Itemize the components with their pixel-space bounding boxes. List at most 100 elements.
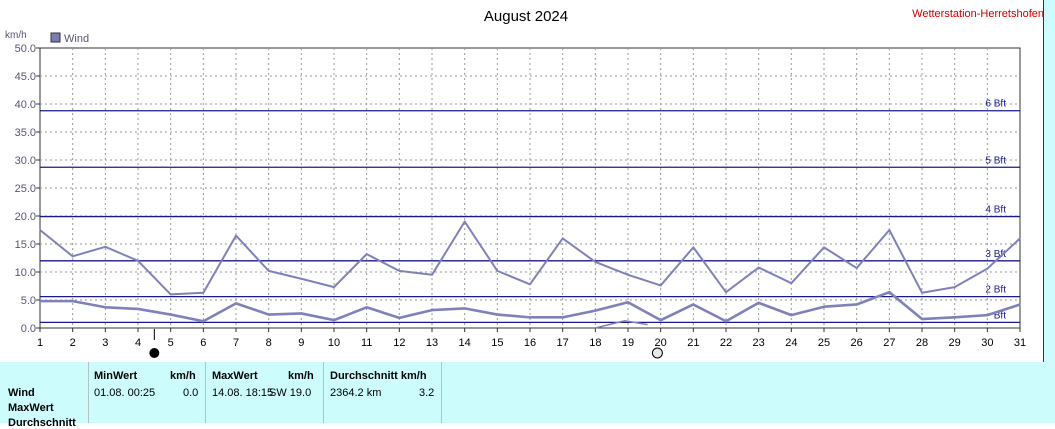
x-tick-label: 16 (524, 337, 536, 349)
bft-label: 6 Bft (985, 99, 1006, 110)
series-line (595, 319, 648, 329)
data-point (888, 291, 891, 293)
data-point (529, 316, 531, 319)
data-point (1019, 237, 1021, 240)
bft-label: Bft (994, 310, 1006, 321)
wind-chart: August 2024 Wetterstation-Herretshofen k… (5, 8, 1044, 359)
y-tick-label: 15.0 (15, 239, 36, 251)
y-tick-label: 50.0 (15, 43, 36, 55)
x-tick-label: 4 (135, 337, 141, 349)
x-tick-label: 26 (851, 337, 863, 349)
data-point (921, 318, 923, 320)
x-tick-label: 11 (361, 337, 372, 349)
stats-panel: Wind MaxWert Durchschnitt MinWert km/h 0… (0, 362, 1055, 429)
x-tick-label: 28 (916, 337, 928, 349)
min-value: 0.0 (183, 387, 199, 399)
data-point (463, 220, 466, 223)
max-unit: km/h (288, 370, 314, 382)
min-time: 01.08. 00:25 (94, 387, 156, 399)
data-point (790, 282, 793, 285)
stats-divider (88, 362, 89, 423)
data-point (1019, 303, 1021, 306)
data-point (659, 319, 662, 321)
avg-value: 3.2 (419, 387, 435, 399)
data-point (725, 291, 727, 293)
x-tick-label: 23 (753, 337, 765, 349)
data-point (398, 270, 401, 272)
y-axis-unit: km/h (5, 30, 27, 41)
stats-divider (205, 362, 206, 423)
data-point (888, 229, 891, 231)
data-point (561, 237, 564, 240)
min-header: MinWert (94, 370, 138, 382)
data-point (594, 261, 597, 263)
data-point (823, 305, 825, 308)
data-point (463, 307, 466, 310)
x-tick-label: 1 (37, 337, 43, 349)
legend-label: Wind (64, 33, 89, 45)
y-tick-label: 0.0 (21, 323, 36, 335)
max-header: MaxWert (212, 370, 258, 382)
data-point (137, 260, 139, 262)
x-tick-label: 3 (102, 337, 108, 349)
x-tick-label: 12 (393, 337, 405, 349)
x-tick-label: 5 (168, 337, 174, 349)
data-point (823, 246, 825, 249)
x-tick-label: 19 (622, 337, 634, 349)
full-moon-icon (651, 347, 663, 359)
data-point (986, 314, 989, 316)
x-tick-label: 9 (298, 337, 304, 349)
avg-distance: 2364.2 km (330, 387, 382, 399)
data-point (431, 274, 433, 276)
data-point (333, 286, 335, 288)
data-point (855, 303, 858, 306)
x-tick-label: 13 (426, 337, 438, 349)
bft-label: 5 Bft (985, 155, 1006, 166)
data-point (71, 300, 74, 302)
data-point (235, 234, 237, 237)
x-tick-label: 20 (655, 337, 667, 349)
data-point (921, 291, 923, 294)
x-tick-label: 17 (557, 337, 569, 349)
y-tick-label: 30.0 (15, 155, 36, 167)
data-point (202, 320, 205, 323)
data-point (300, 312, 303, 315)
data-point (725, 320, 727, 323)
x-tick-label: 31 (1014, 337, 1026, 349)
x-tick-label: 27 (883, 337, 895, 349)
x-tick-label: 10 (328, 337, 340, 349)
data-point (365, 306, 368, 309)
data-point (790, 314, 793, 316)
x-tick-label: 7 (233, 337, 239, 349)
y-tick-label: 20.0 (15, 211, 36, 223)
x-tick-label: 2 (70, 337, 76, 349)
x-tick-label: 30 (981, 337, 993, 349)
x-tick-label: 6 (200, 337, 206, 349)
data-point (39, 229, 41, 231)
x-tick-label: 18 (589, 337, 601, 349)
x-tick-label: 22 (720, 337, 732, 349)
data-point (496, 313, 499, 316)
data-point (365, 253, 368, 255)
data-point (235, 302, 237, 305)
data-point (104, 246, 107, 248)
data-point (627, 301, 629, 304)
data-point (398, 317, 401, 319)
y-tick-label: 35.0 (15, 127, 36, 139)
bft-label: 2 Bft (985, 285, 1006, 296)
max-time: 14.08. 18:15 (212, 387, 274, 399)
x-tick-label: 21 (687, 337, 699, 349)
data-point (333, 319, 335, 321)
data-point (757, 302, 760, 304)
y-tick-label: 45.0 (15, 71, 36, 83)
data-point (561, 316, 564, 319)
new-moon-icon (149, 348, 160, 358)
y-tick-label: 25.0 (15, 183, 36, 195)
data-point (659, 284, 662, 287)
data-point (169, 313, 172, 316)
data-point (300, 277, 303, 280)
x-tick-label: 24 (785, 337, 797, 349)
data-point (855, 267, 858, 269)
stats-row-label: Durchschnitt (8, 417, 76, 429)
station-name: Wetterstation-Herretshofen (912, 8, 1044, 20)
